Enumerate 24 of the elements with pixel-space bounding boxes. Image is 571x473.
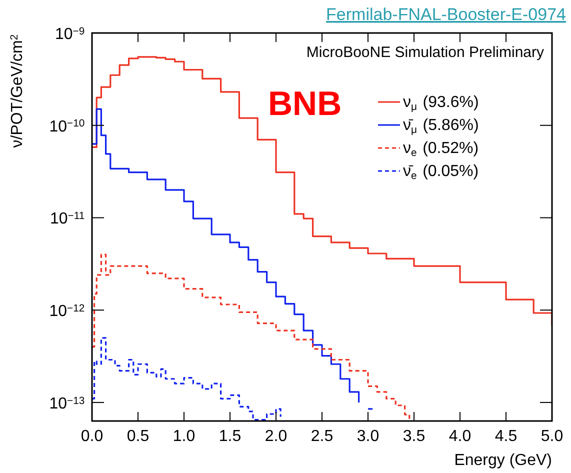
x-tick-label: 0.5 — [126, 428, 150, 445]
y-tick-label: 10$^{−10}$ — [49, 118, 85, 136]
legend-label: ν$_{e}$ (0.52%) — [403, 140, 479, 160]
y-tick-label: 10$^{−12}$ — [49, 303, 85, 320]
x-axis-title: Energy (GeV) — [454, 452, 552, 469]
x-tick-label: 5.0 — [540, 428, 564, 445]
x-tick-label: 0.0 — [80, 428, 104, 445]
legend-label: ν̄$_{e}$ (0.05%) — [403, 162, 479, 182]
annotation: BNB — [268, 85, 342, 123]
x-tick-label: 1.5 — [218, 428, 242, 445]
y-tick-label: 10$^{−13}$ — [49, 395, 85, 412]
x-tick-label: 2.5 — [310, 428, 334, 445]
x-tick-label: 2.0 — [264, 428, 288, 445]
x-tick-label: 4.5 — [494, 428, 518, 445]
annotation: MicroBooNE Simulation Preliminary — [306, 44, 544, 61]
x-tick-label: 3.5 — [402, 428, 426, 445]
x-tick-label: 3.0 — [356, 428, 380, 445]
y-tick-label: 10$^{−11}$ — [50, 210, 85, 228]
legend-label: ν$_{μ}$ (93.6%) — [403, 94, 479, 114]
y-tick-label: 10$^{−9}$ — [55, 26, 85, 43]
chart-title: Fermilab-FNAL-Booster-E-0974 — [326, 5, 566, 24]
legend-label: ν̄$_{μ}$ (5.86%) — [403, 116, 479, 136]
x-tick-label: 1.0 — [172, 428, 196, 445]
x-tick-label: 4.0 — [448, 428, 472, 445]
